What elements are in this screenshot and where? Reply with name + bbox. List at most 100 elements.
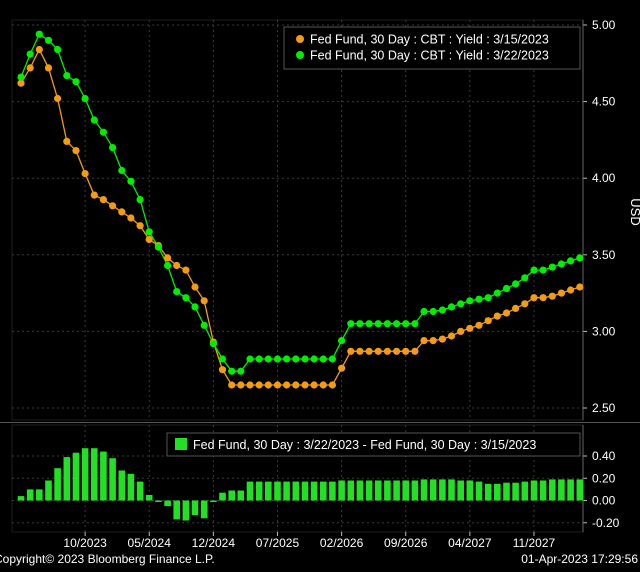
data-point (447, 303, 456, 311)
data-point (548, 292, 556, 300)
x-tick-label: 05/2024 (128, 536, 172, 550)
data-point (484, 317, 492, 325)
data-point (136, 196, 144, 204)
data-point (511, 280, 520, 288)
data-point (246, 381, 254, 389)
data-point (145, 235, 153, 244)
difference-bar (109, 458, 116, 501)
data-point (402, 320, 410, 328)
data-point (457, 300, 465, 308)
data-point (127, 177, 135, 185)
difference-bar (347, 480, 355, 501)
data-point (475, 321, 483, 329)
difference-bar (255, 481, 263, 501)
data-point (72, 78, 80, 86)
difference-bar (503, 482, 510, 501)
difference-bar (72, 452, 80, 501)
data-point (99, 196, 107, 204)
data-point (209, 340, 217, 348)
data-point (26, 64, 34, 72)
data-point (420, 307, 428, 316)
y-tick-label: 4.00 (592, 171, 616, 185)
data-point (310, 381, 318, 389)
data-point (273, 355, 282, 363)
data-point (347, 347, 355, 355)
difference-bar (466, 480, 474, 501)
y-tick-label: -0.20 (592, 516, 620, 530)
x-tick-label: 11/2027 (513, 536, 556, 550)
data-point (283, 355, 291, 363)
difference-bar (36, 489, 43, 501)
data-point (218, 366, 227, 374)
data-point (493, 289, 501, 297)
data-point (136, 222, 144, 230)
data-point (301, 381, 309, 389)
data-point (310, 355, 318, 363)
data-point (438, 335, 446, 343)
difference-bar (173, 500, 180, 520)
data-point (393, 347, 401, 355)
difference-bar (17, 496, 25, 501)
difference-bar (356, 480, 364, 501)
data-point (173, 261, 181, 270)
x-tick-label: 09/2026 (384, 536, 428, 550)
footer-timestamp: 01-Apr-2023 17:29:56 (521, 552, 638, 566)
difference-bar (164, 500, 171, 507)
difference-bar (384, 480, 391, 501)
data-point (191, 303, 199, 311)
data-point (548, 263, 556, 271)
difference-bar (539, 480, 547, 501)
data-point (200, 297, 208, 305)
data-point (530, 294, 538, 302)
data-point (567, 257, 575, 265)
legend-label: Fed Fund, 30 Day : 3/22/2023 - Fed Fund,… (193, 438, 536, 452)
data-point (255, 381, 263, 389)
data-point (484, 294, 492, 302)
data-point (164, 254, 172, 262)
difference-bar (191, 500, 199, 515)
legend-label: Fed Fund, 30 Day : CBT : Yield : 3/22/20… (310, 49, 549, 63)
difference-bar (228, 490, 235, 501)
difference-bar (118, 470, 126, 501)
data-point (338, 337, 346, 345)
data-point (292, 355, 300, 363)
difference-bar (475, 481, 483, 501)
data-point (118, 208, 126, 216)
difference-bar (45, 480, 52, 501)
data-point (182, 294, 190, 302)
data-point (173, 288, 181, 296)
legend-label: Fed Fund, 30 Day : CBT : Yield : 3/15/20… (310, 33, 549, 47)
difference-bar (439, 479, 446, 501)
difference-bar (246, 481, 254, 501)
x-tick-label: 04/2027 (448, 536, 492, 550)
data-point (576, 254, 584, 262)
data-point (109, 202, 117, 210)
difference-bar (274, 481, 281, 501)
data-point (347, 320, 355, 328)
data-point (521, 300, 529, 308)
data-point (35, 45, 43, 54)
data-point (521, 274, 529, 282)
data-point (182, 266, 190, 274)
difference-bar (494, 483, 501, 501)
data-point (81, 94, 89, 103)
difference-bar (457, 480, 464, 501)
data-point (557, 260, 566, 268)
data-point (328, 381, 336, 389)
legend-marker (296, 51, 304, 59)
difference-bar (402, 480, 409, 501)
data-point (466, 324, 474, 332)
difference-bar (63, 457, 71, 501)
difference-bar (567, 479, 574, 501)
difference-bar (338, 480, 345, 501)
data-point (447, 332, 456, 340)
data-point (228, 367, 236, 375)
difference-bar (145, 494, 153, 501)
data-point (218, 355, 227, 363)
difference-bar (429, 479, 437, 501)
data-point (200, 321, 208, 329)
data-point (90, 191, 98, 199)
data-point (44, 64, 53, 72)
data-point (228, 381, 236, 389)
